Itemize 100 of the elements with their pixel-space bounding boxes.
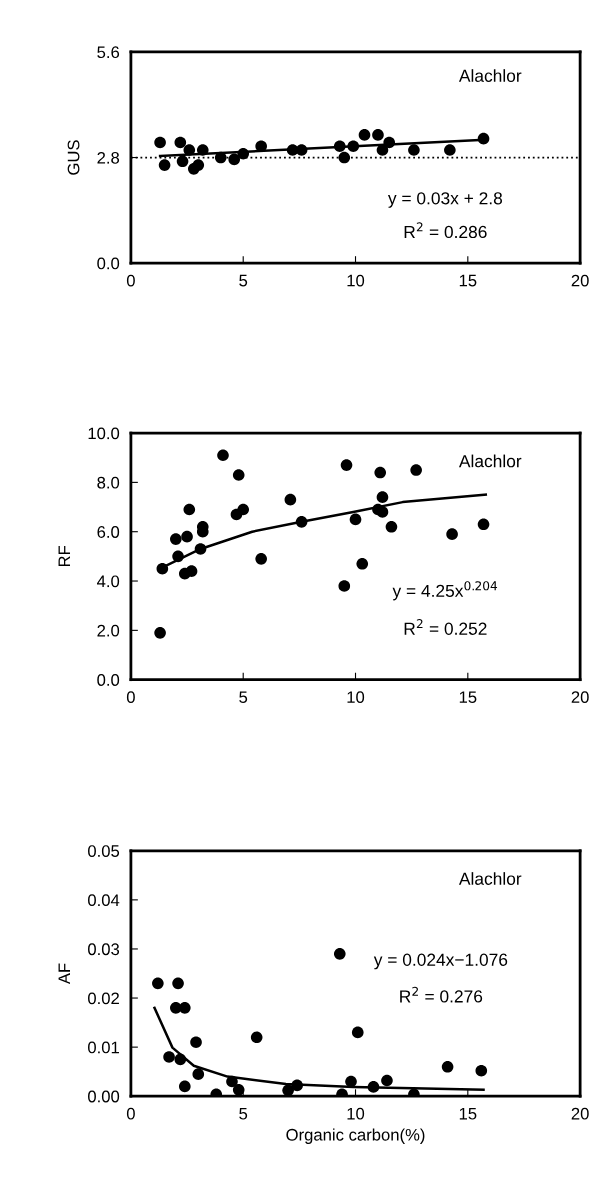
point — [374, 466, 387, 479]
point — [381, 1074, 393, 1087]
x-tick-label: 15 — [459, 691, 477, 704]
point — [232, 469, 245, 481]
point — [250, 1031, 263, 1044]
point — [349, 513, 362, 526]
x-tick-label: 15 — [459, 1107, 477, 1120]
y-tick-label: 10.0 — [88, 427, 120, 440]
point — [347, 140, 360, 153]
point — [154, 627, 166, 639]
point — [194, 543, 207, 555]
x-tick-label: 5 — [239, 274, 248, 287]
point — [226, 1075, 238, 1088]
point — [295, 516, 308, 528]
point — [163, 1051, 175, 1063]
point — [356, 557, 369, 570]
point — [172, 550, 184, 563]
point — [192, 1068, 205, 1080]
y-tick-label: 8.0 — [97, 476, 120, 489]
point — [174, 1053, 187, 1066]
point — [152, 977, 164, 990]
y-tick-label: 0.01 — [88, 1041, 119, 1054]
point — [410, 464, 422, 476]
point — [372, 129, 384, 141]
point — [446, 528, 458, 540]
y-tick-label: 0.0 — [97, 674, 120, 686]
point — [255, 553, 267, 565]
y-tick-label: 0.05 — [88, 845, 120, 857]
point — [196, 144, 209, 156]
annotation: Alachlor — [458, 454, 522, 468]
point — [358, 129, 371, 141]
y-tick-label: 6.0 — [97, 526, 120, 538]
point — [237, 147, 250, 160]
point — [444, 144, 456, 156]
point — [174, 136, 187, 149]
point — [158, 159, 171, 171]
y-tick-label: 0.04 — [88, 894, 120, 907]
point — [179, 1002, 191, 1014]
x-tick-label: 5 — [239, 691, 248, 704]
y-axis-title: RF — [58, 545, 71, 567]
x-tick-label: 10 — [347, 274, 365, 287]
point — [154, 136, 166, 149]
x-tick-label: 20 — [571, 274, 589, 287]
x-axis-title: Organic carbon(%) — [286, 1128, 425, 1144]
point — [228, 153, 241, 166]
point — [383, 136, 396, 149]
point — [333, 140, 346, 153]
annotation: Alachlor — [458, 69, 522, 82]
y-tick-label: 2.8 — [97, 151, 120, 164]
y-tick-label: 5.6 — [97, 46, 120, 59]
annotation: R$^{2}$ = 0.252 — [404, 619, 487, 635]
point — [338, 151, 351, 164]
x-tick-label: 10 — [347, 1107, 365, 1120]
x-tick-label: 0 — [126, 274, 135, 287]
y-tick-label: 0.00 — [88, 1090, 120, 1103]
point — [351, 1026, 364, 1039]
annotation: y = 0.03x + 2.8 — [387, 192, 503, 208]
annotation: y = 4.25x$^{0.204}$ — [392, 581, 498, 601]
point — [237, 503, 250, 516]
x-tick-label: 20 — [571, 691, 589, 704]
point — [338, 580, 351, 592]
y-tick-label: 0.0 — [97, 257, 120, 270]
point — [408, 144, 420, 156]
point — [185, 565, 198, 577]
x-tick-label: 15 — [459, 274, 477, 287]
point — [183, 144, 196, 156]
point — [181, 530, 193, 543]
point — [367, 1081, 380, 1093]
point — [477, 132, 490, 145]
point — [170, 533, 182, 545]
point — [217, 449, 229, 462]
y-axis-title: GUS — [67, 140, 80, 175]
x-tick-label: 5 — [239, 1107, 248, 1120]
point — [214, 151, 227, 164]
y-tick-label: 2.0 — [97, 624, 120, 637]
x-tick-label: 20 — [571, 1107, 589, 1120]
point — [385, 520, 398, 533]
annotation: Alachlor — [458, 872, 522, 885]
point — [284, 493, 297, 506]
point — [333, 948, 346, 960]
point — [176, 155, 189, 168]
point — [192, 159, 205, 171]
annotation: y = 0.024x−1.076 — [373, 953, 508, 970]
point — [156, 562, 169, 575]
point — [475, 1064, 488, 1077]
point — [376, 506, 389, 518]
x-tick-label: 10 — [347, 691, 365, 704]
point — [376, 491, 389, 503]
point — [172, 977, 184, 990]
y-axis-title: AF — [58, 963, 71, 985]
annotation: R$^{2}$ = 0.286 — [404, 222, 487, 239]
point — [340, 459, 353, 471]
point — [477, 518, 490, 531]
y-tick-label: 0.02 — [88, 992, 119, 1005]
point — [190, 1036, 202, 1049]
point — [441, 1060, 454, 1073]
point — [183, 503, 196, 516]
annotation: R$^{2}$ = 0.276 — [400, 986, 483, 1003]
x-tick-label: 0 — [126, 691, 135, 704]
x-tick-label: 0 — [126, 1107, 135, 1120]
